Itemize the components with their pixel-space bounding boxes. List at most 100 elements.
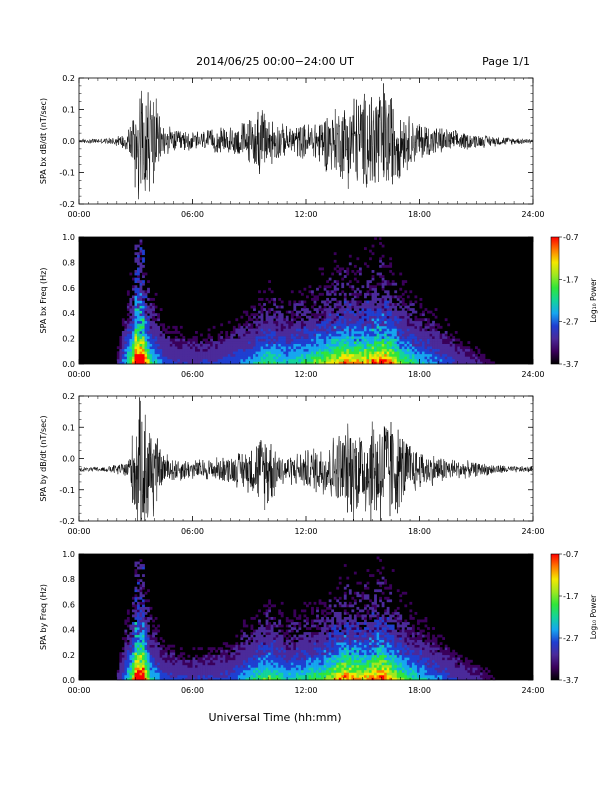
spectrogram-cell — [323, 649, 327, 653]
spectrogram-cell — [303, 333, 307, 337]
spectrogram-cell — [265, 632, 269, 635]
spectrogram-cell — [139, 642, 143, 646]
spectrogram-cell — [253, 338, 256, 342]
spectrogram-cell — [149, 634, 153, 638]
spectrogram-cell — [371, 338, 375, 342]
spectrogram-cell — [144, 669, 148, 673]
spectrogram-cell — [288, 323, 292, 327]
spectrogram-cell — [409, 320, 413, 324]
spectrogram-cell — [280, 629, 284, 633]
spectrogram-cell — [242, 333, 246, 337]
spectrogram-cell — [182, 669, 186, 673]
spectrogram-cell — [429, 348, 433, 352]
spectrogram-cell — [172, 659, 176, 663]
spectrogram-cell — [381, 361, 385, 365]
spectrogram-cell — [240, 654, 244, 658]
spectrogram-cell — [343, 325, 347, 329]
y-tick-label: 0.4 — [62, 309, 75, 318]
spectrogram-cell — [197, 348, 201, 352]
spectrogram-cell — [303, 300, 307, 304]
spectrogram-cell — [318, 351, 322, 355]
spectrogram-cell — [260, 320, 264, 324]
spectrogram-cell — [142, 659, 145, 663]
spectrogram-cell — [164, 356, 168, 360]
spectrogram-cell — [358, 328, 362, 332]
spectrogram-cell — [384, 318, 388, 322]
spectrogram-cell — [200, 664, 203, 668]
spectrogram-cell — [232, 346, 236, 350]
spectrogram-cell — [137, 313, 140, 317]
spectrogram-cell — [237, 348, 241, 352]
spectrogram-cell — [263, 654, 266, 658]
spectrogram-cell — [280, 652, 284, 656]
spectrogram-cell — [280, 346, 284, 350]
spectrogram-cell — [126, 313, 130, 317]
spectrogram-cell — [290, 672, 294, 676]
spectrogram-cell — [137, 310, 140, 314]
spectrogram-cell — [444, 343, 448, 347]
spectrogram-cell — [253, 647, 256, 651]
spectrogram-cell — [364, 262, 367, 266]
spectrogram-cell — [159, 669, 163, 673]
spectrogram-cell — [217, 664, 221, 668]
spectrogram-cell — [247, 652, 251, 656]
spectrogram-cell — [162, 664, 166, 668]
spectrogram-cell — [394, 351, 398, 355]
spectrogram-cell — [232, 674, 236, 678]
spectrogram-cell — [288, 341, 292, 344]
spectrogram-cell — [230, 330, 234, 334]
spectrogram-cell — [298, 677, 302, 681]
spectrogram-cell — [464, 353, 468, 357]
spectrogram-cell — [283, 672, 287, 676]
spectrogram-cell — [189, 662, 193, 666]
spectrogram-cell — [220, 647, 224, 651]
spectrogram-cell — [255, 320, 259, 324]
spectrogram-cell — [326, 323, 329, 327]
spectrogram-cell — [273, 343, 277, 347]
spectrogram-cell — [205, 674, 208, 678]
spectrogram-cell — [290, 677, 294, 681]
spectrogram-cell — [255, 328, 259, 332]
spectrogram-cell — [197, 647, 201, 651]
spectrogram-cell — [295, 356, 299, 360]
spectrogram-cell — [459, 356, 463, 360]
spectrogram-cell — [366, 292, 370, 296]
spectrogram-cell — [399, 353, 403, 357]
spectrogram-cell — [268, 617, 271, 620]
spectrogram-cell — [285, 353, 289, 357]
spectrogram-cell — [353, 341, 357, 344]
spectrogram-cell — [313, 308, 317, 311]
spectrogram-cell — [247, 672, 251, 676]
spectrogram-cell — [338, 358, 342, 362]
spectrogram-cell — [293, 672, 297, 676]
spectrogram-cell — [293, 303, 297, 306]
spectrogram-cell — [323, 315, 327, 319]
spectrogram-cell — [137, 627, 140, 630]
spectrogram-cell — [149, 642, 153, 646]
spectrogram-cell — [341, 323, 345, 327]
spectrogram-cell — [295, 303, 299, 306]
spectrogram-cell — [258, 639, 261, 643]
spectrogram-cell — [288, 320, 292, 324]
spectrogram-cell — [280, 348, 284, 352]
spectrogram-cell — [258, 652, 261, 656]
spectrogram-cell — [364, 346, 367, 350]
spectrogram-cell — [406, 358, 410, 362]
spectrogram-cell — [139, 323, 143, 327]
spectrogram-cell — [336, 315, 340, 319]
spectrogram-cell — [374, 341, 377, 344]
spectrogram-cell — [278, 677, 282, 681]
spectrogram-cell — [396, 353, 400, 357]
spectrogram-cell — [187, 356, 191, 360]
spectrogram-cell — [331, 297, 335, 301]
spectrogram-cell — [353, 353, 357, 357]
spectrogram-cell — [222, 652, 226, 656]
spectrogram-cell — [444, 346, 448, 350]
spectrogram-cell — [306, 351, 309, 355]
spectrogram-cell — [361, 330, 365, 334]
spectrogram-cell — [144, 272, 148, 276]
spectrogram-cell — [134, 586, 138, 590]
spectrogram-cell — [131, 351, 135, 355]
spectrogram-cell — [220, 330, 224, 334]
spectrogram-cell — [139, 669, 143, 673]
